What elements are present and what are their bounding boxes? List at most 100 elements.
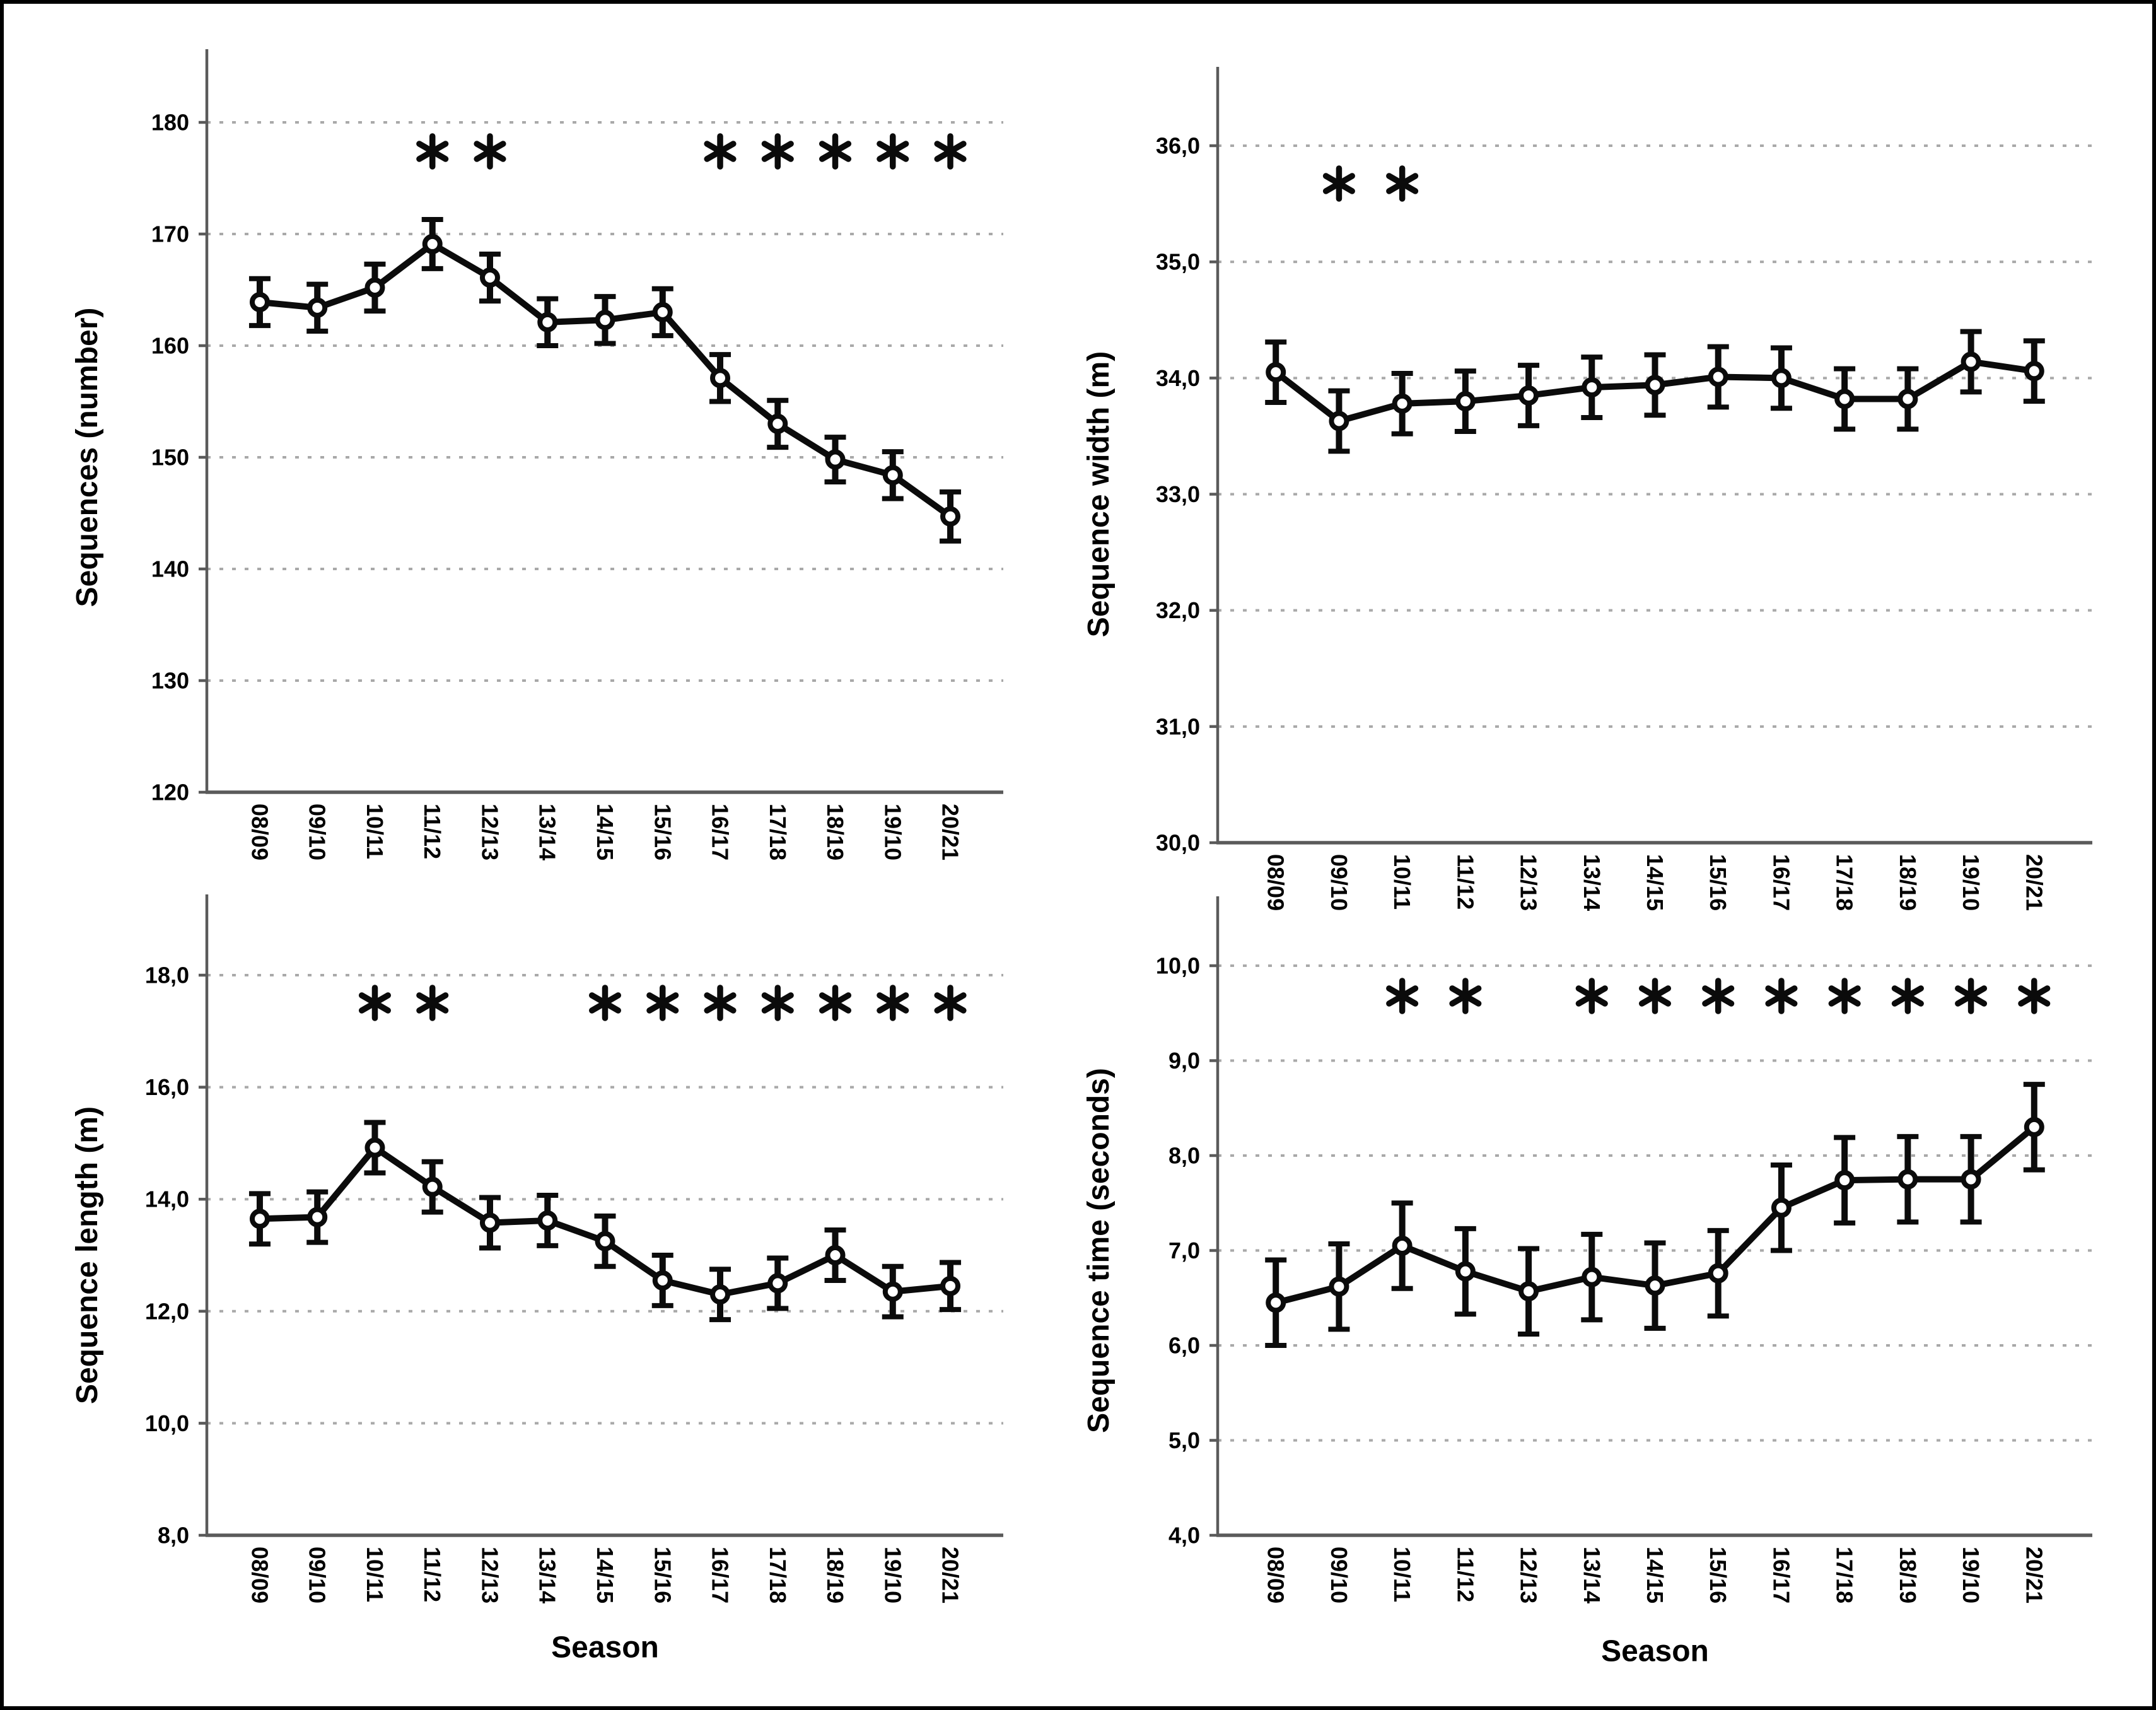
data-point bbox=[479, 1212, 500, 1233]
x-tick-label: 13/14 bbox=[1579, 1547, 1605, 1603]
x-tick-label: 10/11 bbox=[1389, 1547, 1415, 1602]
x-tick-label: 08/09 bbox=[247, 804, 272, 860]
y-tick-label: 120 bbox=[151, 780, 189, 805]
y-tick-label: 7,0 bbox=[1168, 1238, 1200, 1263]
data-point bbox=[1266, 1292, 1286, 1313]
significance-asterisk bbox=[2018, 978, 2051, 1014]
y-tick-label: 130 bbox=[151, 668, 189, 694]
y-tick-label: 32,0 bbox=[1156, 597, 1200, 623]
data-point bbox=[1708, 366, 1728, 387]
significance-asterisk bbox=[704, 133, 737, 170]
significance-asterisk bbox=[761, 985, 794, 1021]
data-point bbox=[1455, 391, 1476, 412]
data-point bbox=[2024, 1116, 2044, 1137]
significance-asterisk bbox=[1891, 978, 1924, 1014]
data-points bbox=[249, 233, 961, 527]
y-tick-label: 150 bbox=[151, 445, 189, 471]
x-tick-label: 15/16 bbox=[1705, 1547, 1731, 1603]
x-tick-label: 14/15 bbox=[1642, 854, 1668, 911]
y-axis-ticks: 120 130 140 150 160 170 180 bbox=[151, 110, 207, 805]
series-line bbox=[256, 240, 954, 520]
gridlines bbox=[1218, 964, 2092, 1442]
significance-asterisk bbox=[934, 985, 967, 1021]
error-bars bbox=[248, 216, 962, 544]
data-point bbox=[479, 267, 500, 288]
data-point bbox=[1708, 1263, 1728, 1284]
data-point bbox=[1897, 1169, 1918, 1190]
x-tick-label: 17/18 bbox=[765, 804, 791, 860]
x-tick-label: 19/10 bbox=[1958, 854, 1984, 911]
x-tick-label: 15/16 bbox=[650, 804, 675, 860]
data-point bbox=[1897, 389, 1918, 409]
x-tick-label: 11/12 bbox=[1452, 1547, 1478, 1602]
significance-asterisk bbox=[1702, 978, 1735, 1014]
x-tick-label: 17/18 bbox=[765, 1547, 791, 1603]
x-tick-label: 12/13 bbox=[477, 804, 503, 860]
y-tick-label: 30,0 bbox=[1156, 830, 1200, 856]
x-tick-label: 09/10 bbox=[305, 804, 330, 860]
data-point bbox=[652, 302, 673, 322]
x-tick-label: 17/18 bbox=[1832, 1547, 1858, 1603]
y-axis-title: Sequence time (seconds) bbox=[1082, 1068, 1116, 1433]
x-tick-label: 10/11 bbox=[362, 804, 388, 859]
x-tick-label: 16/17 bbox=[1768, 1547, 1794, 1603]
x-tick-label: 18/19 bbox=[822, 1547, 848, 1603]
x-tick-label: 10/11 bbox=[362, 1547, 388, 1602]
x-tick-label: 08/09 bbox=[1263, 854, 1289, 911]
x-tick-label: 16/17 bbox=[708, 804, 733, 860]
data-point bbox=[1961, 1169, 1981, 1190]
significance-asterisk bbox=[1638, 978, 1672, 1014]
data-points bbox=[1266, 1116, 2044, 1313]
x-tick-label: 12/13 bbox=[1516, 1547, 1542, 1603]
data-point bbox=[1645, 375, 1665, 395]
data-point bbox=[1582, 377, 1602, 398]
data-point bbox=[537, 312, 558, 332]
significance-asterisk bbox=[704, 985, 737, 1021]
data-point bbox=[882, 1281, 903, 1302]
x-tick-label: 09/10 bbox=[1326, 1547, 1352, 1603]
x-tick-label: 14/15 bbox=[592, 1547, 618, 1603]
x-axis-labels: 08/09 09/10 10/11 11/12 12/13 13/14 14/15 15/16… bbox=[1263, 1547, 2048, 1603]
significance-markers bbox=[416, 133, 967, 170]
y-tick-label: 170 bbox=[151, 221, 189, 247]
data-point bbox=[1518, 385, 1539, 406]
y-tick-label: 8,0 bbox=[158, 1523, 189, 1549]
data-point bbox=[1329, 1276, 1349, 1297]
data-point bbox=[1392, 1235, 1413, 1256]
significance-asterisk bbox=[1955, 978, 1988, 1014]
significance-asterisk bbox=[1828, 978, 1861, 1014]
data-point bbox=[1582, 1267, 1602, 1287]
y-tick-label: 8,0 bbox=[1168, 1143, 1200, 1169]
x-tick-label: 16/17 bbox=[708, 1547, 733, 1603]
x-tick-label: 20/21 bbox=[2021, 1547, 2047, 1603]
x-tick-label: 19/10 bbox=[1958, 1547, 1984, 1603]
y-tick-label: 18,0 bbox=[145, 963, 189, 988]
x-tick-label: 10/11 bbox=[1389, 854, 1415, 910]
y-tick-label: 10,0 bbox=[145, 1410, 189, 1436]
x-tick-label: 14/15 bbox=[592, 804, 618, 860]
x-tick-label: 20/21 bbox=[938, 1547, 964, 1603]
data-point bbox=[422, 1176, 443, 1197]
gridlines bbox=[1218, 144, 2092, 728]
y-tick-label: 9,0 bbox=[1168, 1048, 1200, 1074]
x-tick-label: 20/21 bbox=[938, 804, 964, 860]
data-point bbox=[1645, 1275, 1665, 1296]
x-axis-title: Season bbox=[1601, 1635, 1709, 1668]
x-tick-label: 12/13 bbox=[1516, 854, 1542, 911]
data-point bbox=[595, 1231, 615, 1251]
significance-asterisk bbox=[1386, 978, 1419, 1014]
significance-asterisk bbox=[416, 985, 449, 1021]
y-tick-label: 35,0 bbox=[1156, 249, 1200, 275]
significance-markers bbox=[1386, 978, 2051, 1014]
significance-asterisk bbox=[416, 133, 449, 170]
data-point bbox=[1329, 411, 1349, 431]
significance-asterisk bbox=[1386, 165, 1419, 202]
data-point bbox=[1834, 1170, 1855, 1191]
x-tick-label: 18/19 bbox=[1895, 1547, 1921, 1603]
y-tick-label: 34,0 bbox=[1156, 365, 1200, 391]
x-tick-label: 19/10 bbox=[880, 1547, 906, 1603]
x-tick-label: 20/21 bbox=[2021, 854, 2047, 911]
data-point bbox=[1834, 389, 1855, 409]
significance-asterisk bbox=[1449, 978, 1482, 1014]
data-points bbox=[1266, 351, 2044, 431]
